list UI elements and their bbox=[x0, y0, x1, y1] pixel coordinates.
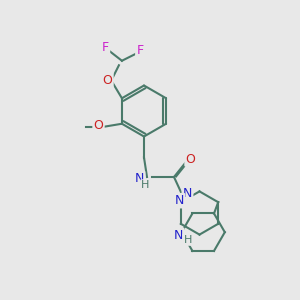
Text: N: N bbox=[183, 187, 192, 200]
Text: H: H bbox=[141, 180, 150, 190]
Text: N: N bbox=[135, 172, 144, 185]
Text: N: N bbox=[175, 194, 184, 207]
Text: O: O bbox=[186, 152, 195, 166]
Text: H: H bbox=[183, 235, 192, 245]
Text: N: N bbox=[174, 229, 183, 242]
Text: F: F bbox=[136, 44, 143, 57]
Text: O: O bbox=[94, 119, 103, 132]
Text: O: O bbox=[103, 74, 112, 87]
Text: F: F bbox=[102, 41, 109, 54]
